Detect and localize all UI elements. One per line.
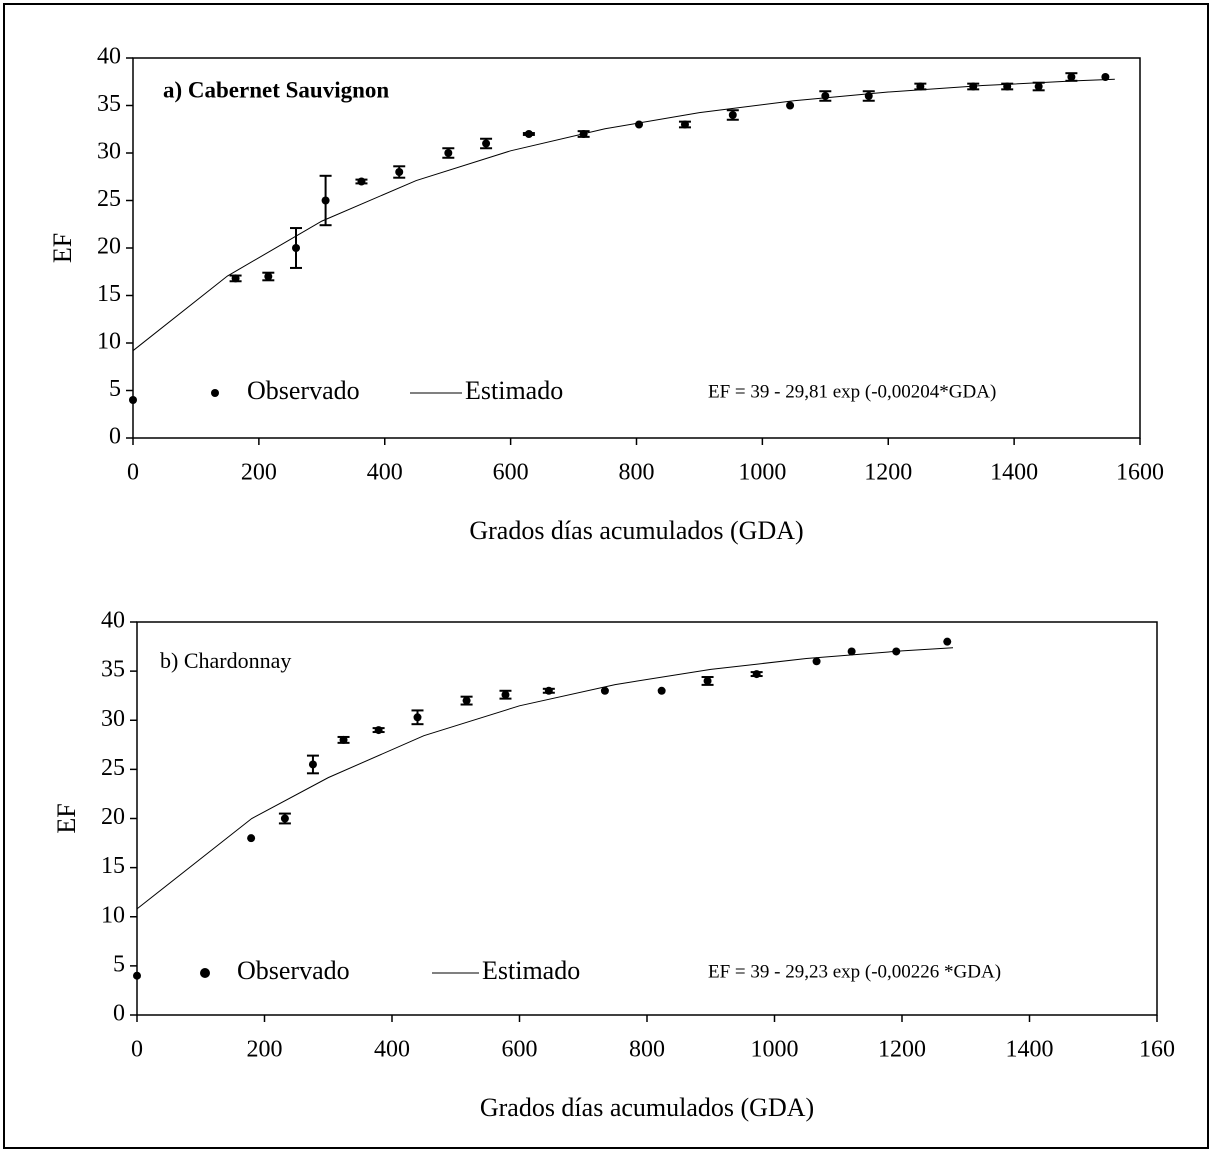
y-tick-label: 40	[101, 608, 125, 634]
x-tick-label: 0	[131, 1037, 143, 1063]
observed-point	[680, 120, 689, 129]
y-tick-label: 25	[97, 186, 121, 212]
y-tick-label: 35	[97, 91, 121, 117]
observed-point	[231, 274, 240, 283]
x-tick-label: 400	[367, 460, 403, 486]
legend-label: Estimado	[482, 956, 580, 985]
observed-point	[786, 101, 795, 110]
y-tick-label: 15	[101, 853, 125, 879]
y-tick-label: 20	[97, 234, 121, 260]
observed-point	[133, 971, 141, 980]
x-tick-label: 600	[502, 1037, 538, 1063]
x-tick-label: 200	[241, 460, 277, 486]
observed-point	[395, 168, 404, 176]
x-tick-label: 1600	[1116, 460, 1164, 486]
observed-point	[752, 670, 761, 679]
equation: EF = 39 - 29,23 exp (-0,00226 *GDA)	[708, 961, 1001, 982]
x-tick-label: 600	[493, 460, 529, 486]
x-tick-label: 1200	[878, 1037, 926, 1063]
observed-point	[374, 726, 383, 735]
observed-point	[339, 735, 348, 744]
observed-point	[482, 139, 491, 148]
x-tick-label: 0	[127, 460, 139, 486]
observed-point	[501, 690, 510, 699]
equation: EF = 39 - 29,81 exp (-0,00204*GDA)	[708, 381, 996, 402]
y-tick-label: 10	[97, 329, 121, 355]
observed-point	[444, 149, 453, 157]
y-tick-label: 40	[97, 44, 121, 70]
x-tick-label: 400	[374, 1037, 410, 1063]
observed-point	[1034, 82, 1043, 91]
observed-point	[943, 637, 952, 646]
y-tick-label: 25	[101, 755, 125, 781]
observed-point	[544, 686, 553, 695]
observed-point	[728, 111, 737, 119]
x-tick-label: 1400	[1006, 1037, 1054, 1063]
observed-point	[1101, 73, 1110, 81]
legend-marker	[200, 968, 210, 978]
observed-point	[657, 686, 666, 695]
x-tick-label: 160	[1139, 1037, 1175, 1063]
y-tick-label: 30	[97, 139, 121, 165]
x-tick-label: 1000	[751, 1037, 799, 1063]
x-tick-label: 200	[247, 1037, 283, 1063]
x-tick-label: 800	[619, 460, 655, 486]
x-tick-label: 1000	[738, 460, 786, 486]
x-tick-label: 1200	[864, 460, 912, 486]
chart-title: b) Chardonnay	[160, 648, 291, 673]
legend-label: Observado	[247, 376, 360, 405]
y-axis-label: EF	[48, 233, 77, 263]
estimated-line	[132, 78, 1115, 352]
observed-point	[308, 760, 317, 769]
chart-title: a) Cabernet Sauvignon	[163, 77, 389, 102]
observed-point	[703, 676, 712, 685]
observed-point	[524, 130, 533, 138]
x-tick-label: 1400	[990, 460, 1038, 486]
observed-point	[812, 657, 821, 666]
observed-point	[847, 647, 856, 656]
observed-point	[247, 834, 256, 843]
y-tick-label: 0	[113, 1001, 125, 1027]
legend-marker	[211, 389, 219, 397]
y-tick-label: 15	[97, 281, 121, 307]
legend-label: Observado	[237, 956, 350, 985]
y-axis-label: EF	[52, 803, 81, 833]
observed-point	[635, 120, 644, 129]
y-tick-label: 30	[101, 706, 125, 732]
observed-point	[357, 177, 366, 186]
x-tick-label: 800	[629, 1037, 665, 1063]
y-tick-label: 20	[101, 804, 125, 830]
observed-point	[1067, 73, 1076, 81]
x-axis-label: Grados días acumulados (GDA)	[480, 1093, 814, 1122]
legend-label: Estimado	[465, 376, 563, 405]
observed-point	[462, 696, 471, 705]
observed-point	[413, 713, 422, 722]
estimated-line	[136, 647, 954, 910]
y-tick-label: 0	[109, 424, 121, 450]
observed-point	[292, 244, 301, 252]
observed-point	[321, 196, 330, 205]
observed-point	[821, 92, 830, 100]
observed-point	[600, 686, 609, 695]
observed-point	[280, 814, 289, 823]
y-tick-label: 35	[101, 657, 125, 683]
frame	[3, 3, 1209, 1149]
y-tick-label: 10	[101, 902, 125, 928]
y-tick-label: 5	[109, 376, 121, 402]
observed-point	[129, 396, 137, 404]
observed-point	[916, 82, 925, 91]
y-tick-label: 5	[113, 951, 125, 977]
x-axis-label: Grados días acumulados (GDA)	[469, 516, 803, 545]
observed-point	[264, 272, 273, 281]
